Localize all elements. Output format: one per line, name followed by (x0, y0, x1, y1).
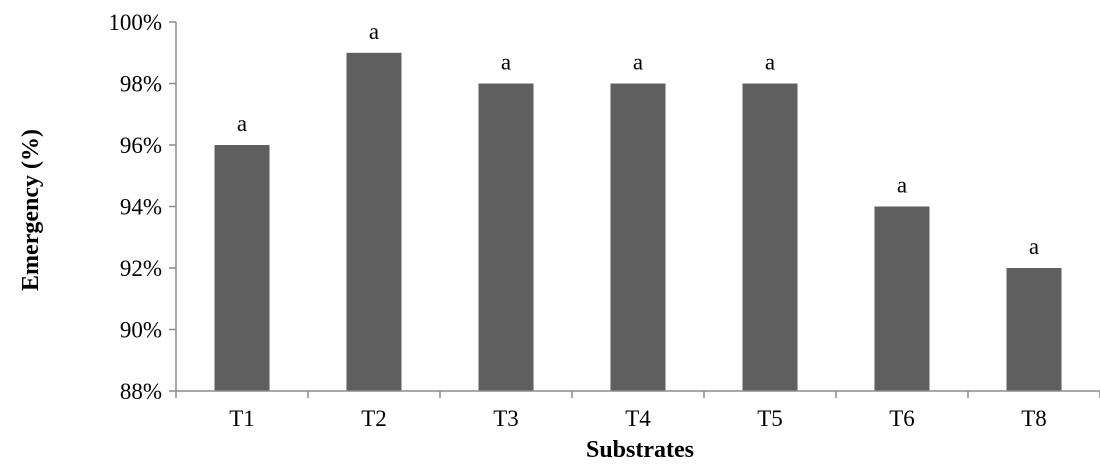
x-tick-label-t8: T8 (1021, 406, 1047, 431)
bars-layer (214, 52, 1062, 392)
y-axis-title: Emergency (%) (18, 129, 44, 291)
y-tick-label: 94% (120, 195, 162, 220)
data-label-t1: a (237, 111, 247, 136)
x-tick-label-t6: T6 (889, 406, 915, 431)
x-tick-labels-layer: T1 T2 T3 T4 T5 T6 T8 (229, 406, 1047, 431)
bar-t2 (346, 52, 402, 392)
x-tick-label-t5: T5 (757, 406, 783, 431)
data-label-t3: a (501, 50, 511, 75)
x-tick-label-t3: T3 (493, 406, 519, 431)
bar-t5 (742, 83, 798, 391)
bar-t6 (874, 206, 930, 391)
axes-layer (169, 21, 1100, 398)
data-label-t2: a (369, 19, 379, 44)
data-label-t4: a (633, 50, 643, 75)
y-tick-label: 90% (120, 318, 162, 343)
x-tick-label-t2: T2 (361, 406, 387, 431)
y-tick-labels-layer: 88% 90% 92% 94% 96% 98% 100% (108, 10, 162, 404)
bar-t1 (214, 145, 270, 391)
data-label-t8: a (1029, 234, 1039, 259)
y-tick-label: 88% (120, 379, 162, 404)
bar-t3 (478, 83, 534, 391)
y-tick-label: 96% (120, 133, 162, 158)
bar-t4 (610, 83, 666, 391)
x-axis-title: Substrates (586, 437, 694, 463)
y-tick-label: 100% (108, 10, 162, 35)
x-tick-label-t1: T1 (229, 406, 255, 431)
y-tick-label: 92% (120, 256, 162, 281)
y-tick-label: 98% (120, 72, 162, 97)
data-label-t6: a (897, 173, 907, 198)
bar-t8 (1006, 268, 1062, 391)
data-label-t5: a (765, 50, 775, 75)
data-labels-layer: a a a a a a a (237, 19, 1039, 259)
x-tick-label-t4: T4 (625, 406, 651, 431)
